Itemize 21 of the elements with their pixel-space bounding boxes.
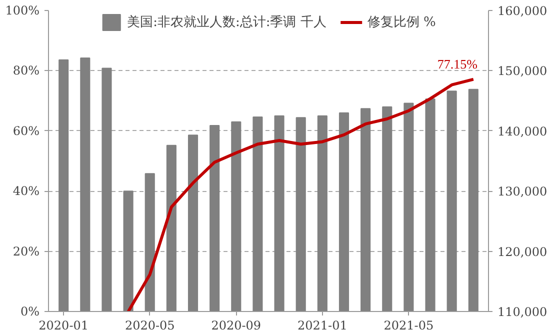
y2-tick-label: 110,000	[498, 305, 548, 319]
y2-tick-label: 150,000	[498, 64, 548, 78]
x-tick-label: 2020-05	[124, 318, 175, 332]
legend-label: 修复比例 %	[367, 14, 436, 31]
x-tick-label: 2021-05	[384, 318, 434, 332]
y-tick-label: 80%	[12, 64, 40, 78]
y-tick-label: 100%	[5, 4, 40, 18]
y2-tick-label: 160,000	[498, 4, 548, 18]
line-series	[126, 78, 475, 312]
y2-tick-label: 120,000	[498, 244, 548, 259]
y-tick-label: 20%	[12, 244, 40, 258]
y-tick-label: 60%	[12, 124, 40, 138]
x-tick-label: 2020-01	[38, 318, 89, 332]
legend-label: 美国:非农就业人数:总计:季调 千人	[127, 14, 326, 31]
x-tick-label: 2020-09	[211, 318, 262, 332]
y2-tick-label: 140,000	[498, 124, 548, 138]
y2-tick-label: 130,000	[498, 184, 548, 199]
x-tick-label: 2021-01	[297, 318, 348, 332]
y-tick-label: 40%	[12, 184, 40, 198]
data-label: 77.15%	[437, 56, 478, 72]
y-tick-label: 0%	[20, 304, 40, 318]
